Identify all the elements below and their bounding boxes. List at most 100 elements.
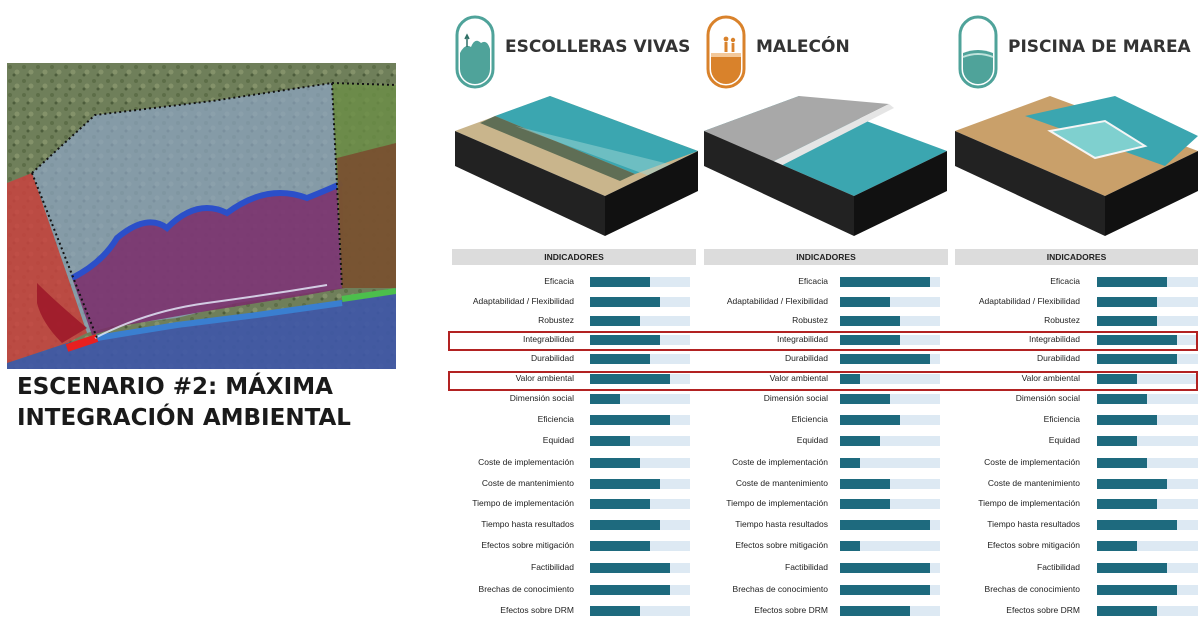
indicators-panel-malecon: INDICADORES Eficacia Adaptabilidad / Flex…	[704, 248, 948, 618]
coastline-blue-line	[96, 300, 343, 341]
indicator-label: Brechas de conocimiento	[984, 584, 1080, 594]
indicator-label: Valor ambiental	[515, 373, 574, 383]
indicator-bar-track	[840, 374, 940, 384]
tidal-pool-icon	[958, 15, 998, 89]
brown-zone	[337, 143, 396, 288]
indicator-bar	[590, 354, 650, 364]
indicator-label: Factibilidad	[531, 562, 574, 572]
indicator-bar	[1097, 316, 1157, 326]
indicator-label: Robustez	[538, 315, 574, 325]
scenario-title: ESCENARIO #2: MÁXIMA INTEGRACIÓN AMBIENT…	[17, 372, 351, 434]
indicator-label: Efectos sobre DRM	[754, 605, 828, 615]
coastal-zoning-map	[7, 63, 396, 369]
indicator-bar	[590, 436, 630, 446]
indicator-label: Tiempo de implementación	[726, 498, 828, 508]
indicator-bar	[840, 436, 880, 446]
indicators-panel-escolleras: INDICADORES Eficacia Adaptabilidad / Flex…	[452, 248, 696, 618]
indicator-bar	[1097, 436, 1137, 446]
indicator-bar-track	[840, 499, 940, 509]
indicator-bar-track	[840, 458, 940, 468]
indicator-label: Durabilidad	[531, 353, 574, 363]
scenario-title-line2: INTEGRACIÓN AMBIENTAL	[17, 405, 351, 431]
indicator-bar	[590, 394, 620, 404]
indicator-label: Eficiencia	[1043, 414, 1080, 424]
indicator-bar	[840, 394, 890, 404]
indicator-label: Coste de mantenimiento	[987, 478, 1080, 488]
indicator-bar-track	[840, 436, 940, 446]
indicator-label: Valor ambiental	[1021, 373, 1080, 383]
indicator-label: Eficacia	[798, 276, 828, 286]
indicator-bar-track	[1097, 374, 1198, 384]
indicator-bar	[840, 374, 860, 384]
indicator-bar-track	[1097, 394, 1198, 404]
indicator-bar	[1097, 297, 1157, 307]
indicator-bar-track	[840, 541, 940, 551]
scenario-title-line1: ESCENARIO #2: MÁXIMA	[17, 374, 333, 400]
indicator-bar	[590, 585, 670, 595]
indicator-bar	[590, 520, 660, 530]
indicator-bar	[840, 499, 890, 509]
indicator-bar	[840, 458, 860, 468]
indicator-bar	[840, 585, 930, 595]
indicator-label: Tiempo hasta resultados	[735, 519, 828, 529]
indicator-bar	[590, 606, 640, 616]
indicator-label: Dimensión social	[1015, 393, 1080, 403]
option-header-piscina: PISCINA DE MAREA	[956, 10, 1196, 94]
indicator-label: Eficacia	[544, 276, 574, 286]
indicator-bar	[590, 563, 670, 573]
indicator-label: Efectos sobre mitigación	[987, 540, 1080, 550]
panel-header: INDICADORES	[452, 249, 696, 265]
indicator-label: Efectos sobre mitigación	[735, 540, 828, 550]
indicator-bar	[840, 335, 900, 345]
indicator-label: Tiempo de implementación	[472, 498, 574, 508]
indicator-bar	[840, 520, 930, 530]
indicator-label: Eficiencia	[537, 414, 574, 424]
indicator-bar-track	[590, 458, 690, 468]
flood-boundary	[70, 180, 344, 281]
coastline-green-line	[341, 288, 396, 302]
indicator-label: Efectos sobre DRM	[500, 605, 574, 615]
indicator-bar	[1097, 606, 1157, 616]
indicator-bar	[1097, 394, 1147, 404]
indicator-bar	[1097, 277, 1167, 287]
indicator-bar-track	[840, 297, 940, 307]
indicator-label: Durabilidad	[785, 353, 828, 363]
indicator-label: Coste de mantenimiento	[481, 478, 574, 488]
indicator-bar	[1097, 479, 1167, 489]
panel-header: INDICADORES	[955, 249, 1198, 265]
escolleras-terrain-tile	[455, 96, 698, 236]
coastal-vegetation-icon	[455, 15, 495, 89]
indicator-bar	[590, 499, 650, 509]
indicator-bar	[840, 316, 900, 326]
indicator-bar-track	[590, 606, 690, 616]
indicator-bar-track	[590, 436, 690, 446]
highlight-valor-ambiental	[448, 371, 1198, 391]
indicator-bar	[590, 277, 650, 287]
indicator-label: Efectos sobre DRM	[1006, 605, 1080, 615]
highlight-integrabilidad	[448, 331, 1198, 351]
scenario-map	[7, 63, 396, 369]
indicator-label: Adaptabilidad / Flexibilidad	[978, 296, 1080, 306]
indicator-bar	[1097, 458, 1147, 468]
indicator-bar-track	[1097, 458, 1198, 468]
indicator-label: Robustez	[1044, 315, 1080, 325]
indicator-bar	[840, 415, 900, 425]
zone-boundary-dotted-right	[331, 82, 396, 86]
indicator-bar	[590, 335, 660, 345]
indicator-bar-track	[1097, 541, 1198, 551]
indicator-bar	[840, 479, 890, 489]
indicator-bar	[840, 541, 860, 551]
indicator-label: Dimensión social	[763, 393, 828, 403]
indicator-label: Tiempo hasta resultados	[987, 519, 1080, 529]
indicator-bar	[590, 374, 670, 384]
indicator-bar	[1097, 563, 1167, 573]
indicator-label: Integrabilidad	[776, 334, 828, 344]
indicator-label: Brechas de conocimiento	[478, 584, 574, 594]
indicator-bar	[840, 297, 890, 307]
indicator-bar-track	[840, 479, 940, 489]
indicator-label: Durabilidad	[1037, 353, 1080, 363]
indicator-bar	[840, 277, 930, 287]
option-title: ESCOLLERAS VIVAS	[505, 37, 691, 57]
indicator-bar	[590, 297, 660, 307]
indicator-label: Equidad	[796, 435, 828, 445]
